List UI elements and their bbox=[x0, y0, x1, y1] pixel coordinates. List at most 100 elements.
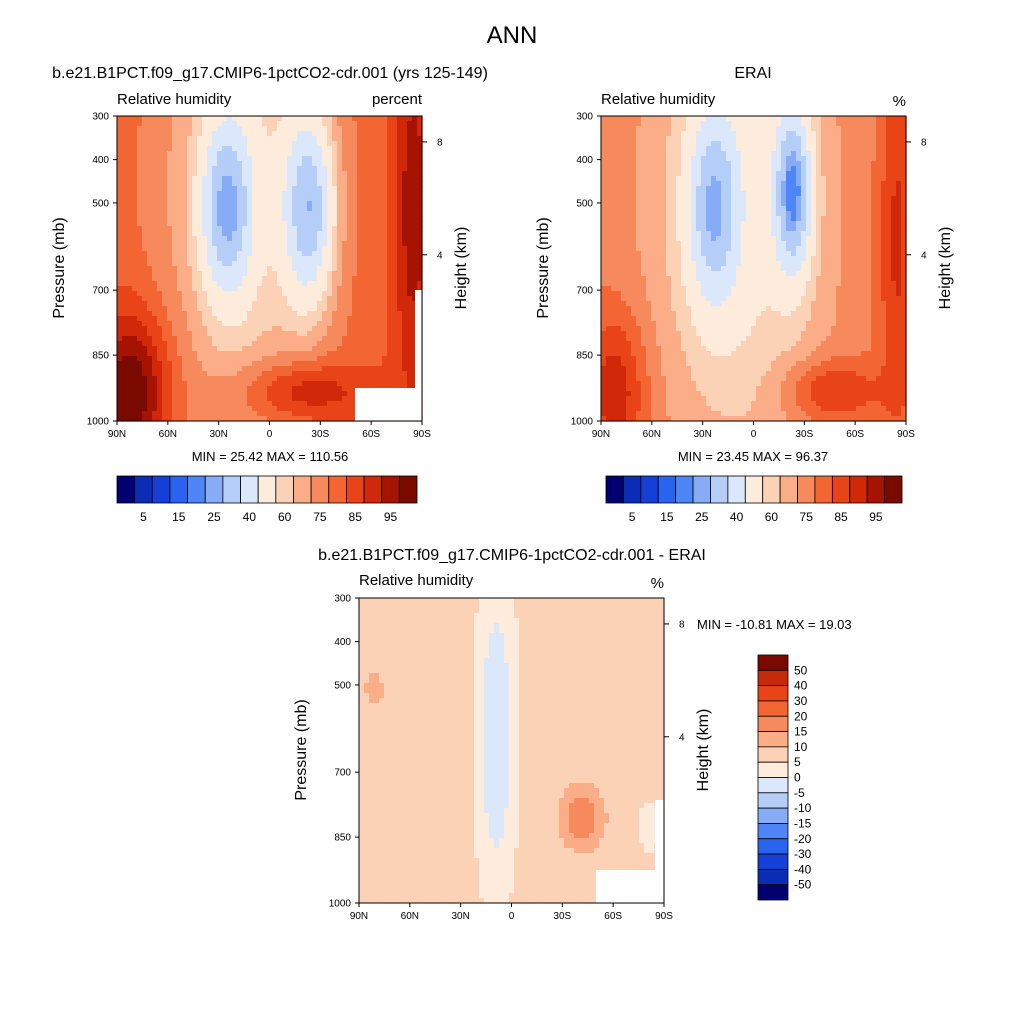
field-cell bbox=[132, 366, 138, 372]
field-cell bbox=[407, 271, 413, 277]
field-cell bbox=[856, 121, 862, 127]
field-cell bbox=[247, 246, 253, 252]
field-cell bbox=[651, 151, 657, 157]
field-cell bbox=[372, 266, 378, 272]
field-cell bbox=[307, 206, 313, 212]
field-cell bbox=[237, 396, 243, 402]
field-cell bbox=[871, 116, 877, 122]
field-cell bbox=[187, 261, 193, 267]
field-cell bbox=[322, 186, 328, 192]
field-cell bbox=[671, 186, 677, 192]
field-cell bbox=[172, 211, 178, 217]
field-cell bbox=[312, 286, 318, 292]
field-cell bbox=[232, 141, 238, 147]
field-cell bbox=[671, 146, 677, 152]
field-cell bbox=[322, 156, 328, 162]
field-cell bbox=[332, 251, 338, 257]
field-cell bbox=[317, 256, 323, 262]
field-cell bbox=[342, 241, 348, 247]
field-cell bbox=[337, 326, 343, 332]
field-cell bbox=[601, 136, 607, 142]
field-cell bbox=[282, 266, 288, 272]
field-cell bbox=[172, 286, 178, 292]
field-cell bbox=[786, 211, 792, 217]
field-cell bbox=[117, 296, 123, 302]
field-cell bbox=[117, 181, 123, 187]
field-cell bbox=[202, 191, 208, 197]
field-cell bbox=[332, 341, 338, 347]
field-cell bbox=[392, 231, 398, 237]
field-cell bbox=[277, 186, 283, 192]
field-cell bbox=[696, 196, 702, 202]
field-cell bbox=[412, 236, 418, 242]
field-cell bbox=[297, 141, 303, 147]
field-cell bbox=[277, 386, 283, 392]
field-cell bbox=[252, 116, 258, 122]
field-cell bbox=[337, 411, 343, 417]
field-cell bbox=[726, 146, 732, 152]
field-cell bbox=[192, 206, 198, 212]
field-cell bbox=[157, 336, 163, 342]
field-cell bbox=[686, 126, 692, 132]
field-cell bbox=[192, 276, 198, 282]
field-cell bbox=[167, 116, 173, 122]
field-cell bbox=[242, 196, 248, 202]
field-cell bbox=[122, 336, 128, 342]
field-cell bbox=[362, 336, 368, 342]
field-cell bbox=[297, 131, 303, 137]
field-cell bbox=[646, 166, 652, 172]
field-cell bbox=[262, 156, 268, 162]
field-cell bbox=[856, 206, 862, 212]
field-cell bbox=[237, 261, 243, 267]
field-cell bbox=[372, 166, 378, 172]
field-cell bbox=[352, 341, 358, 347]
field-cell bbox=[357, 171, 363, 177]
field-cell bbox=[262, 201, 268, 207]
field-cell bbox=[167, 351, 173, 357]
field-cell bbox=[127, 356, 133, 362]
field-cell bbox=[826, 166, 832, 172]
field-cell bbox=[821, 151, 827, 157]
field-cell bbox=[117, 261, 123, 267]
panel-model-right-label: percent bbox=[372, 91, 423, 108]
field-cell bbox=[152, 226, 158, 232]
field-cell bbox=[412, 291, 418, 297]
field-cell bbox=[771, 181, 777, 187]
field-cell bbox=[177, 151, 183, 157]
field-cell bbox=[302, 386, 308, 392]
field-cell bbox=[417, 206, 423, 212]
field-cell bbox=[272, 166, 278, 172]
field-cell bbox=[701, 161, 707, 167]
field-cell bbox=[187, 176, 193, 182]
field-cell bbox=[132, 401, 138, 407]
field-cell bbox=[841, 136, 847, 142]
field-cell bbox=[187, 326, 193, 332]
field-cell bbox=[357, 381, 363, 387]
field-cell bbox=[866, 121, 872, 127]
field-cell bbox=[192, 331, 198, 337]
field-cell bbox=[152, 156, 158, 162]
field-cell bbox=[307, 266, 313, 272]
field-cell bbox=[282, 161, 288, 167]
field-cell bbox=[397, 166, 403, 172]
field-cell bbox=[402, 276, 408, 282]
field-cell bbox=[292, 331, 298, 337]
field-cell bbox=[212, 126, 218, 132]
field-cell bbox=[871, 201, 877, 207]
field-cell bbox=[202, 346, 208, 352]
field-cell bbox=[701, 211, 707, 217]
field-cell bbox=[312, 416, 318, 422]
field-cell bbox=[836, 126, 842, 132]
field-cell bbox=[267, 131, 273, 137]
field-cell bbox=[177, 186, 183, 192]
field-cell bbox=[387, 146, 393, 152]
field-cell bbox=[282, 301, 288, 307]
field-cell bbox=[357, 351, 363, 357]
field-cell bbox=[337, 136, 343, 142]
field-cell bbox=[287, 401, 293, 407]
field-cell bbox=[327, 306, 333, 312]
field-cell bbox=[741, 156, 747, 162]
field-cell bbox=[362, 321, 368, 327]
field-cell bbox=[896, 206, 902, 212]
field-cell bbox=[337, 211, 343, 217]
